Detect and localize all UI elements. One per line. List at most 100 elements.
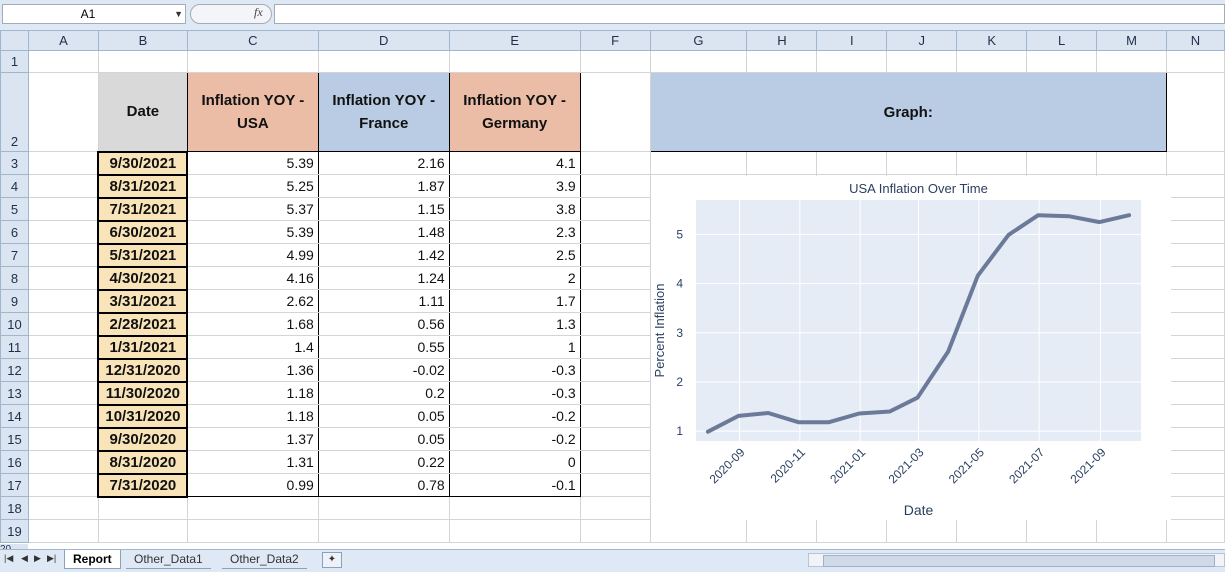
column-header[interactable]: G	[649, 30, 748, 51]
germany-inflation-cell[interactable]: -0.3	[448, 358, 581, 382]
tab-other-data1[interactable]: Other_Data1	[126, 550, 211, 569]
cell[interactable]	[1165, 243, 1225, 267]
cell[interactable]	[1165, 50, 1225, 73]
cell[interactable]	[1026, 519, 1098, 543]
header-france[interactable]: Inflation YOY - France	[317, 72, 450, 152]
cell[interactable]	[956, 151, 1028, 175]
cell[interactable]	[27, 289, 99, 313]
cell[interactable]	[97, 519, 188, 543]
germany-inflation-cell[interactable]: 1.3	[448, 312, 581, 336]
cell[interactable]	[1096, 151, 1167, 175]
row-header[interactable]: 7	[0, 243, 29, 267]
cell[interactable]	[1165, 404, 1225, 428]
prev-sheet-icon[interactable]: ◀	[21, 553, 28, 563]
cell[interactable]	[816, 519, 888, 543]
germany-inflation-cell[interactable]: 2	[448, 266, 581, 290]
column-header[interactable]: N	[1165, 30, 1225, 51]
header-date[interactable]: Date	[97, 72, 188, 152]
cell[interactable]	[1165, 496, 1225, 520]
cell[interactable]	[1165, 197, 1225, 221]
cell[interactable]	[579, 381, 651, 405]
cell[interactable]	[27, 358, 99, 382]
germany-inflation-cell[interactable]: -0.2	[448, 404, 581, 428]
date-cell[interactable]: 8/31/2021	[97, 173, 189, 199]
cell[interactable]	[1165, 72, 1225, 152]
cell[interactable]	[579, 519, 651, 543]
cell[interactable]	[579, 335, 651, 359]
cell[interactable]	[186, 496, 319, 520]
france-inflation-cell[interactable]: 0.22	[317, 450, 450, 474]
cell[interactable]	[1096, 519, 1167, 543]
germany-inflation-cell[interactable]: 2.5	[448, 243, 581, 267]
usa-inflation-chart[interactable]: 1 2 3 4 5 2020-09 2020-11 2021-01 2021-03 2021-05…	[651, 176, 1171, 520]
cell[interactable]	[1165, 312, 1225, 336]
cell[interactable]	[448, 496, 581, 520]
usa-inflation-cell[interactable]: 1.37	[186, 427, 319, 451]
column-header[interactable]: K	[956, 30, 1028, 51]
insert-function-icon[interactable]: fx	[254, 5, 263, 19]
row-header[interactable]: 14	[0, 404, 29, 428]
cell[interactable]	[579, 473, 651, 497]
usa-inflation-cell[interactable]: 2.62	[186, 289, 319, 313]
cell[interactable]	[1026, 50, 1098, 73]
germany-inflation-cell[interactable]: -0.1	[448, 473, 581, 497]
date-cell[interactable]: 5/31/2021	[97, 242, 189, 268]
cell[interactable]	[956, 50, 1028, 73]
usa-inflation-cell[interactable]: 5.37	[186, 197, 319, 221]
usa-inflation-cell[interactable]: 1.18	[186, 381, 319, 405]
date-cell[interactable]: 6/30/2021	[97, 219, 189, 245]
cell[interactable]	[746, 50, 818, 73]
date-cell[interactable]: 9/30/2020	[97, 426, 189, 452]
cell[interactable]	[816, 151, 888, 175]
last-sheet-icon[interactable]: ▶|	[47, 553, 57, 563]
cell[interactable]	[579, 174, 651, 198]
cell[interactable]	[816, 50, 888, 73]
usa-inflation-cell[interactable]: 1.4	[186, 335, 319, 359]
france-inflation-cell[interactable]: 2.16	[317, 151, 450, 175]
germany-inflation-cell[interactable]: 4.1	[448, 151, 581, 175]
cell[interactable]	[579, 220, 651, 244]
usa-inflation-cell[interactable]: 5.39	[186, 220, 319, 244]
cell[interactable]	[1165, 335, 1225, 359]
cell[interactable]	[1165, 289, 1225, 313]
row-header[interactable]: 17	[0, 473, 29, 497]
date-cell[interactable]: 4/30/2021	[97, 265, 189, 291]
date-cell[interactable]: 12/31/2020	[97, 357, 189, 383]
header-usa[interactable]: Inflation YOY - USA	[186, 72, 319, 152]
cell[interactable]	[1096, 50, 1167, 73]
horizontal-scrollbar[interactable]	[808, 553, 1225, 567]
select-all-corner[interactable]	[0, 30, 29, 51]
cell[interactable]	[27, 427, 99, 451]
cell[interactable]	[27, 243, 99, 267]
france-inflation-cell[interactable]: 0.05	[317, 427, 450, 451]
column-header[interactable]: M	[1096, 30, 1167, 51]
france-inflation-cell[interactable]: 0.56	[317, 312, 450, 336]
usa-inflation-cell[interactable]: 4.16	[186, 266, 319, 290]
date-cell[interactable]: 10/31/2020	[97, 403, 189, 429]
formula-input[interactable]	[274, 4, 1225, 24]
cell[interactable]	[27, 496, 99, 520]
cell[interactable]	[579, 427, 651, 451]
name-box[interactable]: A1 ▼	[2, 4, 186, 24]
column-header[interactable]: H	[746, 30, 818, 51]
cell[interactable]	[97, 50, 188, 73]
cell[interactable]	[579, 496, 651, 520]
cell[interactable]	[97, 496, 188, 520]
germany-inflation-cell[interactable]: -0.2	[448, 427, 581, 451]
cell[interactable]	[27, 335, 99, 359]
date-cell[interactable]: 3/31/2021	[97, 288, 189, 314]
cell[interactable]	[27, 404, 99, 428]
france-inflation-cell[interactable]: 1.24	[317, 266, 450, 290]
cell[interactable]	[27, 519, 99, 543]
chevron-down-icon[interactable]: ▼	[174, 9, 183, 19]
cell[interactable]	[886, 50, 958, 73]
row-header[interactable]: 2	[0, 72, 29, 152]
germany-inflation-cell[interactable]: 1.7	[448, 289, 581, 313]
france-inflation-cell[interactable]: 1.48	[317, 220, 450, 244]
row-header[interactable]: 8	[0, 266, 29, 290]
cell[interactable]	[1165, 174, 1225, 198]
cell[interactable]	[186, 50, 319, 73]
cell[interactable]	[746, 151, 818, 175]
cell[interactable]	[1165, 427, 1225, 451]
row-header[interactable]: 1	[0, 50, 29, 73]
